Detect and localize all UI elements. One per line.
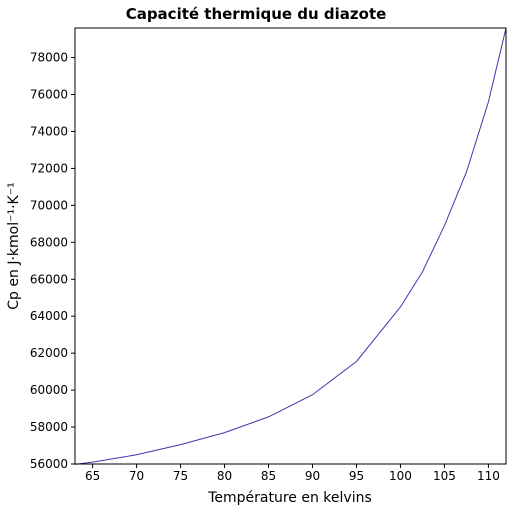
- x-tick-label: 110: [477, 469, 500, 483]
- line: [74, 27, 507, 465]
- y-tick-label: 64000: [30, 309, 68, 323]
- x-tick-label: 95: [349, 469, 364, 483]
- x-tick-label: 85: [261, 469, 276, 483]
- y-tick-label: 60000: [30, 383, 68, 397]
- y-tick-label: 70000: [30, 198, 68, 212]
- y-tick-label: 68000: [30, 235, 68, 249]
- y-tick-label: 78000: [30, 51, 68, 65]
- x-axis-label: Température en kelvins: [207, 490, 372, 506]
- x-tick-label: 100: [389, 469, 412, 483]
- chart-title: Capacité thermique du diazote: [126, 5, 387, 23]
- y-tick-label: 58000: [30, 420, 68, 434]
- x-tick-label: 105: [433, 469, 456, 483]
- x-tick-label: 65: [85, 469, 100, 483]
- y-axis-label: Cp en J·kmol⁻¹·K⁻¹: [6, 182, 22, 309]
- y-tick-label: 62000: [30, 346, 68, 360]
- x-tick-label: 75: [173, 469, 188, 483]
- y-tick-label: 66000: [30, 272, 68, 286]
- x-tick-label: 90: [305, 469, 320, 483]
- y-tick-label: 72000: [30, 161, 68, 175]
- y-tick-label: 74000: [30, 124, 68, 138]
- y-tick-label: 76000: [30, 88, 68, 102]
- x-tick-label: 70: [129, 469, 144, 483]
- plot-frame: [74, 27, 507, 465]
- x-tick-label: 80: [217, 469, 232, 483]
- y-tick-label: 56000: [30, 457, 68, 471]
